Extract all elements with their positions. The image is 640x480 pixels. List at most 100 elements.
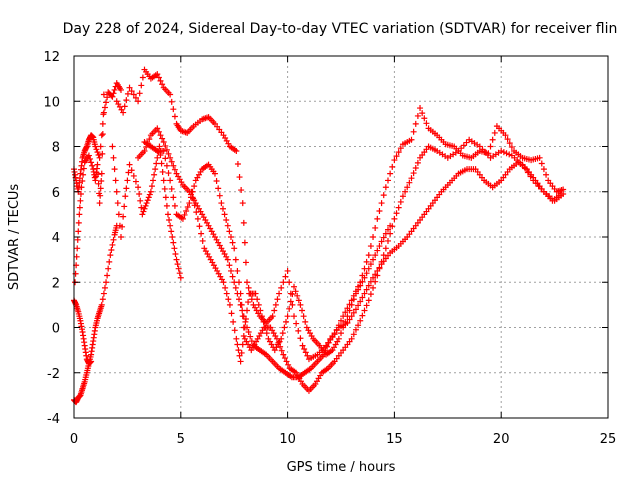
data-point <box>406 179 413 186</box>
data-point <box>98 178 105 185</box>
data-point <box>224 256 231 263</box>
data-point <box>284 267 291 274</box>
data-point <box>99 131 106 138</box>
series-track-8 <box>109 143 184 281</box>
data-point <box>156 143 163 150</box>
data-point <box>92 143 99 150</box>
data-point <box>144 140 151 147</box>
data-point <box>242 259 249 266</box>
axis-ticks: 0 5 10 15 20 25 -4 -2 0 2 4 6 8 10 12 <box>43 50 616 447</box>
data-point <box>162 142 169 149</box>
data-point <box>199 237 206 244</box>
data-point <box>142 202 149 209</box>
data-point <box>384 177 391 184</box>
data-point <box>247 333 254 340</box>
data-point <box>363 270 370 277</box>
data-point <box>239 341 246 348</box>
data-point <box>73 253 80 260</box>
data-point <box>252 290 259 297</box>
data-point <box>168 158 175 165</box>
data-point <box>297 335 304 342</box>
data-point <box>168 228 175 235</box>
data-point <box>240 332 247 339</box>
data-point <box>382 184 389 191</box>
data-point <box>248 296 255 303</box>
data-point <box>237 358 244 365</box>
data-point <box>479 146 486 153</box>
data-point <box>393 153 400 160</box>
y-axis-label: SDTVAR / TECUs <box>7 184 22 291</box>
data-point <box>221 211 228 218</box>
data-point <box>234 161 241 168</box>
data-point <box>421 115 428 122</box>
data-point <box>110 236 117 243</box>
data-point <box>175 265 182 272</box>
data-point <box>367 291 374 298</box>
data-point <box>498 148 505 155</box>
data-point <box>121 203 128 210</box>
data-point <box>123 97 130 104</box>
data-point <box>226 228 233 235</box>
data-point <box>229 239 236 246</box>
data-point <box>75 228 82 235</box>
data-point <box>455 148 462 155</box>
data-point <box>74 245 81 252</box>
data-point <box>344 313 351 320</box>
data-points <box>71 66 567 406</box>
data-point <box>171 245 178 252</box>
data-point <box>128 167 135 174</box>
data-point <box>367 278 374 285</box>
data-point <box>410 128 417 135</box>
data-point <box>359 312 366 319</box>
data-point <box>389 163 396 170</box>
data-point <box>115 211 122 218</box>
data-point <box>147 188 154 195</box>
data-point <box>374 215 381 222</box>
data-point <box>126 84 133 91</box>
data-point <box>104 272 111 279</box>
data-point <box>163 146 170 153</box>
data-point <box>508 144 515 151</box>
data-point <box>170 162 177 169</box>
data-point <box>109 241 116 248</box>
data-point <box>280 351 287 358</box>
data-point <box>77 191 84 198</box>
data-point <box>295 297 302 304</box>
data-point <box>98 170 105 177</box>
data-point <box>232 284 239 291</box>
data-point <box>121 103 128 110</box>
data-point <box>117 234 124 240</box>
data-point <box>170 239 177 246</box>
data-point <box>141 148 148 155</box>
data-point <box>88 159 95 166</box>
series-track-9 <box>188 188 394 365</box>
data-point <box>174 261 181 268</box>
data-point <box>108 247 115 254</box>
data-point <box>370 284 377 291</box>
data-point <box>75 219 82 226</box>
data-point <box>281 324 288 331</box>
data-point <box>232 256 239 263</box>
data-point <box>120 213 127 220</box>
data-point <box>239 200 246 207</box>
data-point <box>365 252 372 259</box>
data-point <box>340 324 347 331</box>
series-track-3 <box>71 297 95 367</box>
data-point <box>279 330 286 337</box>
data-point <box>281 355 288 362</box>
data-point <box>176 270 183 277</box>
data-point <box>100 91 107 98</box>
x-tick-label: 20 <box>493 432 510 447</box>
data-point <box>106 258 113 265</box>
data-point <box>191 183 198 190</box>
data-point <box>414 159 421 166</box>
data-point <box>160 177 167 184</box>
data-point <box>476 143 483 150</box>
data-point <box>412 120 419 127</box>
data-point <box>238 349 245 356</box>
data-point <box>162 194 169 201</box>
data-point <box>181 211 188 218</box>
y-tick-label: 6 <box>52 186 60 201</box>
data-point <box>80 165 87 172</box>
data-point <box>171 202 178 209</box>
